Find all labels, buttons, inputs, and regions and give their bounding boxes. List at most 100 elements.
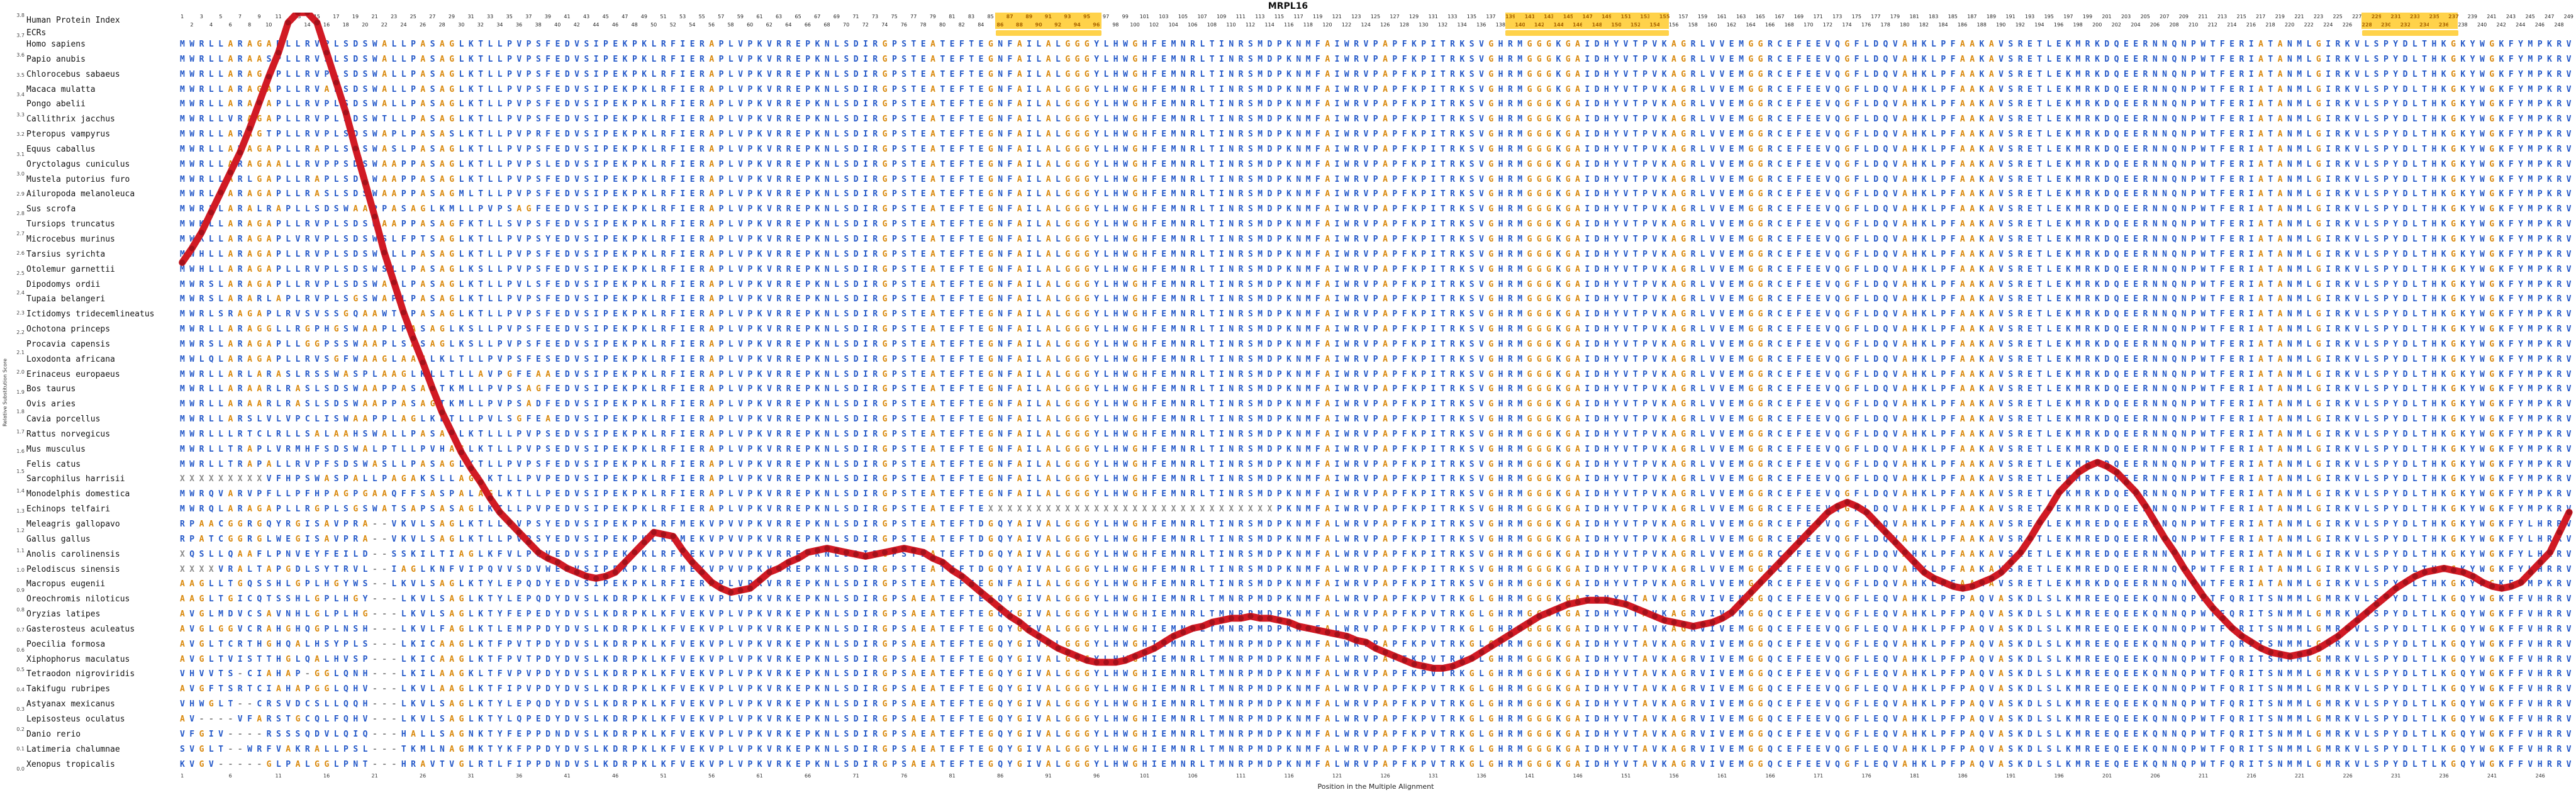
residue-run: LKVLS	[401, 594, 450, 604]
alignment-position-number: 217	[2256, 14, 2266, 19]
residue-run: G	[1844, 69, 1854, 79]
residue-run: GA	[1565, 759, 1585, 769]
alignment-position-number	[2429, 21, 2439, 29]
residue-run: PSTE	[891, 279, 931, 289]
residue-run: GG	[1748, 354, 1768, 364]
residue-run: PSTE	[891, 249, 931, 259]
residue-run: HKLPF	[1912, 220, 1960, 230]
residue-run: A	[420, 84, 430, 94]
residue-run: GGG	[1065, 159, 1095, 169]
residue-run: A	[1045, 354, 1056, 364]
residue-run: A	[1902, 339, 1912, 349]
residue-run: A	[1017, 99, 1027, 109]
residue-run: NML	[2287, 354, 2316, 364]
residue-run: AA	[1960, 159, 1980, 169]
alignment-position-number: 67	[814, 14, 821, 19]
residue-run: G	[1488, 489, 1498, 499]
residue-run: G	[1488, 520, 1498, 529]
residue-run: GGG	[1527, 429, 1556, 439]
residue-run: A	[930, 744, 940, 754]
residue-run: A	[2277, 325, 2288, 335]
residue-run: HRM	[1498, 174, 1527, 184]
residue-run: IV	[1027, 610, 1046, 620]
residue-run: LPTLLPVH	[372, 444, 450, 454]
residue-run: FLDQV	[1854, 549, 1903, 559]
residue-run: AGA	[247, 249, 276, 259]
species-name: Dipodomys ordii	[26, 279, 101, 289]
residue-run: A	[709, 369, 719, 379]
residue-run: TEFTE	[940, 714, 988, 724]
residue-run: A	[295, 639, 305, 649]
residue-run: IWRVP	[1334, 579, 1383, 589]
residue-run: T	[2268, 114, 2278, 125]
residue-run: GG	[218, 624, 238, 634]
species-name: Cavia porcellus	[26, 415, 101, 425]
residue-run: SLSDSW	[324, 189, 382, 199]
alignment-position-number	[1351, 21, 1361, 29]
residue-run: G	[315, 624, 325, 634]
residue-run: A	[228, 204, 238, 214]
residue-run: R	[266, 369, 276, 379]
residue-run: IDHYVTPVK	[1585, 234, 1672, 244]
residue-run: TEFTE	[940, 369, 988, 379]
alignment-position-number	[1111, 13, 1120, 21]
residue-run: G	[1132, 714, 1142, 724]
residue-run: MWRLL	[180, 369, 228, 379]
residue-run: G	[1132, 549, 1142, 559]
residue-run: A	[1325, 639, 1335, 649]
residue-run: TEFTE	[940, 144, 988, 154]
residue-run: A	[1383, 144, 1393, 154]
residue-run: A	[1902, 130, 1912, 140]
residue-run: KYW	[2460, 294, 2490, 304]
alignment-position-number: 34	[496, 22, 503, 28]
residue-run: G	[2451, 204, 2461, 214]
residue-run: RCEFEEVQ	[1767, 234, 1845, 244]
residue-run: A	[1970, 714, 1980, 724]
residue-run: HKLPF	[1912, 384, 1960, 394]
residue-run: PLLR	[276, 144, 315, 154]
residue-run: GG	[1748, 684, 1768, 694]
residue-run: AAG	[180, 579, 209, 589]
ecr-track	[177, 29, 2574, 37]
residue-run: RLR	[266, 384, 296, 394]
residue-run: MLTLLPVPSFEDVSIPEKPKLRFIER	[459, 189, 710, 199]
residue-run: A	[2277, 354, 2288, 364]
residue-run: G	[1844, 610, 1854, 620]
alignment-position-number	[1649, 13, 1659, 21]
alignment-position-number	[2323, 13, 2333, 21]
alignment-position-number: 238	[2458, 22, 2468, 28]
residue-run: K	[1979, 325, 1989, 335]
residue-run: HRM	[1498, 744, 1527, 754]
residue-run: A	[1383, 444, 1393, 454]
residue-run: AG	[1671, 174, 1691, 184]
residue-run: G	[988, 384, 998, 394]
alignment-position-number: 142	[1534, 21, 1545, 29]
residue-run: GGG	[1527, 564, 1556, 574]
residue-run: G	[882, 130, 892, 140]
residue-run: LQHV	[333, 684, 372, 694]
residue-run: I	[391, 564, 401, 574]
residue-run: L	[208, 624, 219, 634]
residue-run: HIEMNRLTMNRPMDPKNMF	[1142, 669, 1325, 679]
alignment-position-number	[1120, 21, 1130, 29]
residue-run: A	[1325, 564, 1335, 574]
residue-run: A	[1045, 444, 1056, 454]
residue-run: G	[1844, 130, 1854, 140]
residue-run: A	[709, 294, 719, 304]
residue-run: G	[1844, 504, 1854, 515]
residue-run: HKLPFP	[1912, 759, 1970, 769]
residue-run: YLHW	[1094, 384, 1133, 394]
x-tick-label: 156	[1669, 773, 1679, 779]
alignment-position-number: 82	[958, 22, 965, 28]
residue-run: PLLR	[276, 189, 315, 199]
residue-run: AGA	[247, 40, 276, 49]
residue-run: G	[882, 279, 892, 289]
residue-run: AG	[401, 415, 421, 425]
residue-run: G	[2451, 144, 2461, 154]
residue-run: GA	[1565, 549, 1585, 559]
residue-run: G	[1844, 684, 1854, 694]
residue-run: YLHW	[1094, 444, 1133, 454]
residue-run: T	[2268, 234, 2278, 244]
residue-run: A	[1902, 159, 1912, 169]
residue-run: GG	[1748, 84, 1768, 94]
